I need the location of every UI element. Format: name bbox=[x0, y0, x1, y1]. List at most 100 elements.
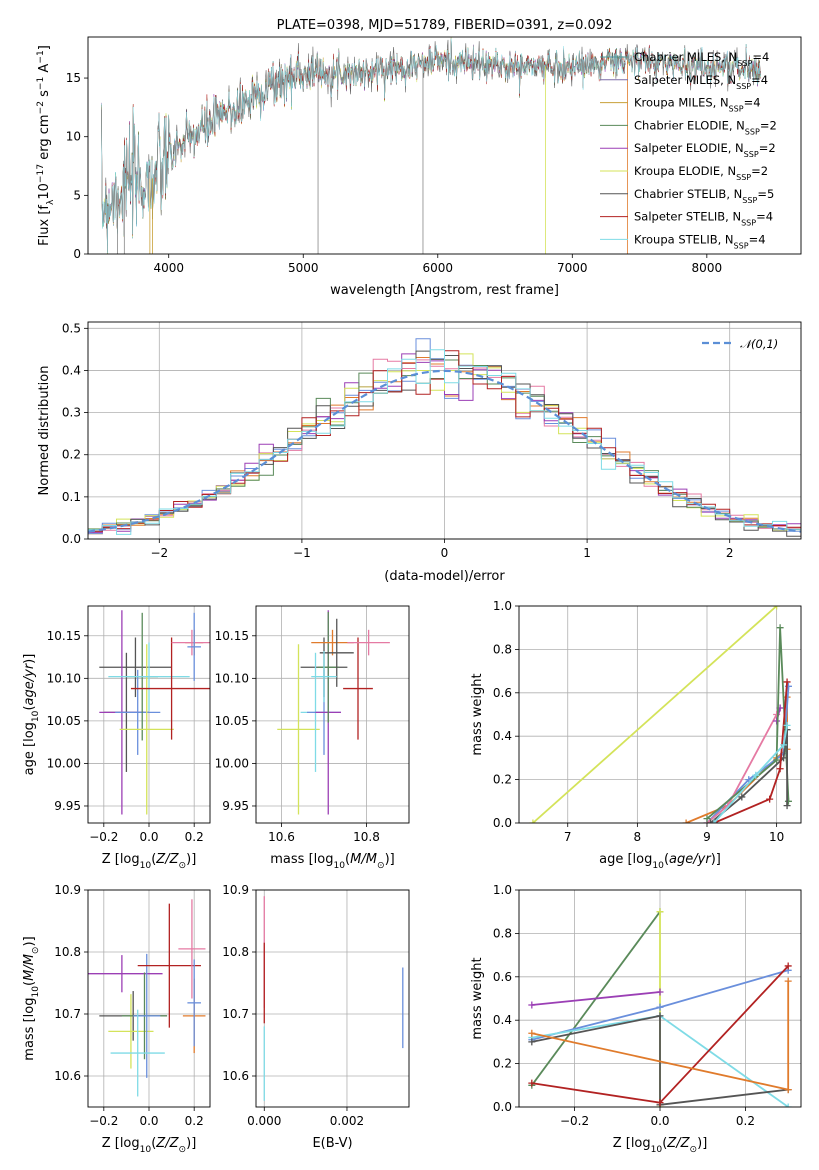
mass-vs-ebv-panel-frame bbox=[255, 889, 410, 1108]
age-vs-mass-panel-frame bbox=[255, 605, 410, 824]
weight-vs-z-panel-marker-6-2 bbox=[784, 962, 792, 970]
residual-panel-ytick-label-0: 0.0 bbox=[62, 532, 81, 546]
weight-vs-age-panel-marker-6-4 bbox=[783, 802, 791, 810]
weight-vs-z-panel-marker-2-0 bbox=[528, 1001, 536, 1009]
residual-panel-xtick-label-0: −2 bbox=[150, 546, 168, 560]
weight-vs-age-panel-marker-7-3 bbox=[783, 678, 791, 686]
weight-vs-age-panel-marker-8-0 bbox=[710, 819, 718, 823]
weight-vs-z-panel-marker-4-2 bbox=[784, 1103, 792, 1107]
residual-panel-xtick-label-4: 2 bbox=[726, 546, 734, 560]
spectrum-panel-plot bbox=[101, 37, 761, 254]
weight-vs-age-panel-marker-0-0 bbox=[529, 819, 537, 823]
weight-vs-age-panel-ylabel: mass weight bbox=[470, 673, 485, 755]
residual-panel-xtick-label-1: −1 bbox=[293, 546, 311, 560]
residual-histogram-8 bbox=[88, 349, 801, 535]
weight-vs-age-panel-marker-5-0 bbox=[703, 815, 711, 823]
age-vs-z-panel-point-10 bbox=[187, 612, 201, 681]
weight-vs-age-panel-xtick-label-3: 10 bbox=[769, 830, 784, 844]
weight-vs-z-panel-xtick-label-0: −0.2 bbox=[560, 1114, 589, 1128]
spectrum-legend-entry-7: Salpeter STELIB, NSSP=4 bbox=[634, 210, 773, 228]
age-vs-mass-panel-xtick-label-1: 10.8 bbox=[353, 830, 380, 844]
spectrum-legend-entry-1: Salpeter MILES, NSSP=4 bbox=[634, 73, 768, 91]
weight-vs-age-panel-plot bbox=[529, 606, 792, 823]
weight-vs-age-panel-xtick-label-0: 7 bbox=[564, 830, 572, 844]
mass-vs-z-panel-ylabel: mass [log10(M/M⊙)] bbox=[22, 936, 41, 1060]
age-vs-mass-panel-ytick-label-3: 10.10 bbox=[215, 671, 249, 685]
mass-vs-ebv-panel-xtick-label-1: 0.002 bbox=[330, 1114, 364, 1128]
weight-vs-z-panel-marker-6-1 bbox=[656, 1099, 664, 1107]
age-vs-z-panel: −0.2 0.0 0.2 9.95 10.00 10.05 10.10 10.15 Z [log… bbox=[22, 605, 211, 871]
weight-vs-age-panel-marker-7-2 bbox=[776, 765, 784, 773]
weight-vs-age-panel-marker-4-0 bbox=[773, 717, 781, 725]
age-vs-z-panel-point-7 bbox=[130, 637, 210, 740]
spectrum-legend-entry-4: Salpeter ELODIE, NSSP=2 bbox=[634, 141, 776, 159]
age-vs-z-panel-ytick-label-1: 10.00 bbox=[47, 756, 81, 770]
spectrum-panel-xtick-label-2: 6000 bbox=[423, 261, 454, 275]
spectrum-legend-entry-8: Kroupa STELIB, NSSP=4 bbox=[634, 232, 766, 250]
spectrum-legend-entry-0: Chabrier MILES, NSSP=4 bbox=[634, 50, 769, 68]
residual-panel-ytick-label-1: 0.1 bbox=[62, 490, 81, 504]
weight-vs-z-panel-ytick-label-5: 1.0 bbox=[493, 883, 512, 897]
mass-vs-z-panel-xtick-label-2: 0.2 bbox=[185, 1114, 204, 1128]
age-vs-mass-panel: 10.6 10.8 9.95 10.00 10.05 10.10 10.15 mass [lo… bbox=[215, 605, 410, 871]
age-vs-z-panel-point-6 bbox=[108, 642, 190, 711]
weight-vs-age-panel-ytick-label-3: 0.6 bbox=[493, 686, 512, 700]
weight-vs-z-panel-marker-3-1 bbox=[656, 1003, 664, 1011]
weight-vs-z-panel-marker-5-0 bbox=[528, 1038, 536, 1046]
weight-vs-age-panel-marker-8-1 bbox=[752, 771, 760, 779]
residual-panel-ytick-label-5: 0.5 bbox=[62, 321, 81, 335]
mass-vs-z-panel-point-2 bbox=[108, 994, 154, 1069]
mass-vs-z-panel-point-0 bbox=[88, 955, 163, 993]
spectrum-panel-xtick-label-4: 8000 bbox=[692, 261, 723, 275]
residual-legend-entry: 𝒩(0,1) bbox=[740, 337, 778, 351]
age-vs-z-panel-ytick-label-4: 10.15 bbox=[47, 629, 81, 643]
age-vs-z-panel-point-0 bbox=[99, 637, 172, 698]
mass-vs-ebv-panel-ytick-label-2: 10.8 bbox=[222, 945, 249, 959]
age-vs-z-panel-ytick-label-2: 10.05 bbox=[47, 714, 81, 728]
age-vs-z-panel-ytick-label-3: 10.10 bbox=[47, 671, 81, 685]
weight-vs-z-panel-ytick-label-3: 0.6 bbox=[493, 970, 512, 984]
age-vs-mass-panel-point-6 bbox=[311, 629, 354, 656]
age-vs-z-panel-ytick-label-0: 9.95 bbox=[54, 799, 81, 813]
weight-vs-age-panel-series-8 bbox=[713, 725, 788, 823]
weight-vs-z-panel: −0.2 0.0 0.2 0.0 0.2 0.4 0.6 0.8 1.0 Z [log10(Z/Z… bbox=[470, 883, 802, 1155]
weight-vs-age-panel-marker-8-3 bbox=[783, 721, 791, 729]
weight-vs-z-panel-ylabel: mass weight bbox=[470, 957, 485, 1039]
weight-vs-z-panel-marker-7-2 bbox=[784, 977, 792, 985]
weight-vs-z-panel-marker-5-1 bbox=[656, 1012, 664, 1020]
mass-vs-z-panel-point-5 bbox=[110, 1009, 165, 1097]
spectrum-panel-ytick-label-1: 5 bbox=[73, 188, 81, 202]
spectrum-series-8 bbox=[101, 38, 761, 254]
weight-vs-age-panel-marker-5-1 bbox=[773, 756, 781, 764]
mass-vs-z-panel-point-6 bbox=[137, 903, 201, 1028]
age-vs-mass-panel-point-8 bbox=[343, 637, 373, 740]
weight-vs-z-panel-ytick-label-1: 0.2 bbox=[493, 1057, 512, 1071]
mass-vs-z-panel-point-9 bbox=[187, 959, 201, 1047]
spectrum-panel-ytick-label-0: 0 bbox=[73, 247, 81, 261]
spectrum-ylabel: Flux [fλ10−17 erg cm−2 s−1 A−1] bbox=[36, 45, 56, 246]
weight-vs-age-panel-ytick-label-5: 1.0 bbox=[493, 599, 512, 613]
age-vs-z-panel-xlabel: Z [log10(Z/Z⊙)] bbox=[102, 852, 197, 871]
residual-normal-curve bbox=[88, 369, 801, 533]
weight-vs-z-panel-ytick-label-2: 0.4 bbox=[493, 1013, 512, 1027]
age-vs-mass-panel-ytick-label-4: 10.15 bbox=[215, 629, 249, 643]
residual-panel-xtick-label-2: 0 bbox=[441, 546, 449, 560]
mass-vs-z-panel-plot bbox=[88, 899, 206, 1097]
mass-vs-ebv-panel: 0.000 0.002 10.6 10.7 10.8 10.9 E(B-V) bbox=[222, 883, 410, 1151]
age-vs-z-panel-xtick-label-0: −0.2 bbox=[89, 830, 118, 844]
weight-vs-age-panel-marker-0-1 bbox=[773, 606, 781, 610]
spectrum-legend-entry-3: Chabrier ELODIE, NSSP=2 bbox=[634, 118, 777, 136]
spectrum-panel-xtick-label-1: 5000 bbox=[288, 261, 319, 275]
weight-vs-age-panel-ytick-label-2: 0.4 bbox=[493, 729, 512, 743]
weight-vs-age-panel-ytick-label-0: 0.0 bbox=[493, 816, 512, 830]
age-vs-mass-panel-point-9 bbox=[347, 629, 390, 656]
weight-vs-z-panel-plot bbox=[528, 908, 792, 1107]
spectrum-title: PLATE=0398, MJD=51789, FIBERID=0391, z=0… bbox=[277, 18, 613, 33]
weight-vs-z-panel-xlabel: Z [log10(Z/Z⊙)] bbox=[613, 1136, 708, 1155]
mass-vs-ebv-panel-plot bbox=[263, 896, 404, 1101]
mass-vs-ebv-panel-ytick-label-3: 10.9 bbox=[222, 883, 249, 897]
age-vs-z-panel-point-3 bbox=[115, 669, 161, 755]
weight-vs-z-panel-series-2 bbox=[531, 991, 661, 1006]
residual-panel-plot bbox=[88, 338, 801, 537]
